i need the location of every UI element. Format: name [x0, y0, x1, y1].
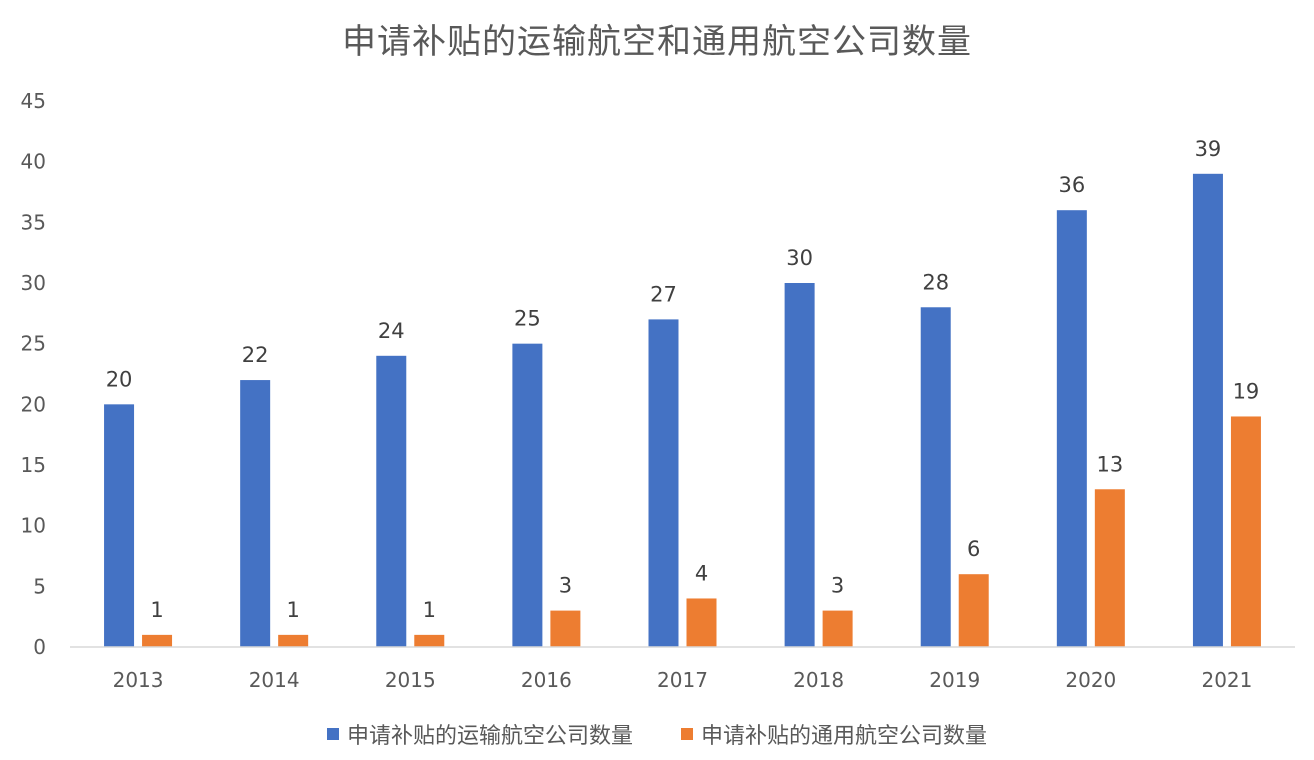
bars-group	[104, 173, 1261, 648]
y-tick-label-30: 30	[21, 271, 46, 295]
y-tick-label-5: 5	[33, 574, 46, 598]
bar-transport-2017	[648, 319, 679, 647]
bar-general-2021	[1230, 416, 1261, 647]
data-label-transport-2016: 25	[514, 307, 541, 331]
y-axis-tick-labels: 0 5 10 15 20 25 30 35 40 45	[21, 89, 46, 659]
x-tick-label-2013: 2013	[113, 668, 164, 692]
y-tick-label-25: 25	[21, 332, 46, 356]
bar-transport-2018	[784, 283, 815, 647]
bar-transport-2013	[104, 404, 135, 647]
bar-general-2013	[142, 634, 173, 647]
bar-transport-2016	[512, 343, 543, 647]
bar-transport-2014	[240, 380, 271, 647]
data-label-general-2018: 3	[831, 574, 844, 598]
bar-general-2018	[822, 610, 853, 647]
x-axis: 2013 2014 2015 2016 2017 2018 2019 2020 2021	[70, 646, 1295, 692]
bar-general-2015	[414, 634, 445, 647]
x-tick-label-2016: 2016	[521, 668, 572, 692]
legend-swatch-general	[681, 728, 693, 740]
data-label-transport-2018: 30	[786, 246, 813, 270]
data-label-general-2016: 3	[559, 574, 572, 598]
x-tick-label-2015: 2015	[385, 668, 436, 692]
data-labels-group: 20 1 22 1 24 1 25 3 27 4 30 3 28 6 36 13 39 19	[106, 137, 1260, 622]
x-tick-label-2014: 2014	[249, 668, 300, 692]
x-tick-label-2021: 2021	[1201, 668, 1252, 692]
data-label-transport-2015: 24	[378, 319, 405, 343]
legend-item-general: 申请补贴的通用航空公司数量	[681, 718, 987, 750]
y-tick-label-0: 0	[33, 635, 46, 659]
data-label-general-2013: 1	[150, 598, 163, 622]
y-tick-label-40: 40	[21, 150, 46, 174]
data-label-general-2014: 1	[286, 598, 299, 622]
data-label-transport-2017: 27	[650, 282, 677, 306]
data-label-transport-2019: 28	[922, 270, 949, 294]
bar-general-2016	[550, 610, 581, 647]
x-tick-label-2019: 2019	[929, 668, 980, 692]
bar-general-2020	[1094, 489, 1125, 647]
bar-transport-2020	[1056, 210, 1087, 647]
data-label-general-2020: 13	[1096, 452, 1123, 476]
y-tick-label-35: 35	[21, 210, 46, 234]
y-tick-label-20: 20	[21, 392, 46, 416]
legend-item-transport: 申请补贴的运输航空公司数量	[326, 718, 633, 750]
data-label-general-2021: 19	[1233, 379, 1260, 403]
y-tick-label-15: 15	[21, 453, 46, 477]
legend-label-general: 申请补贴的通用航空公司数量	[701, 724, 988, 749]
data-label-general-2017: 4	[695, 561, 708, 585]
data-label-general-2015: 1	[423, 598, 436, 622]
x-tick-label-2018: 2018	[793, 668, 844, 692]
data-label-general-2019: 6	[967, 537, 980, 561]
bar-transport-2019	[920, 307, 951, 647]
bar-transport-2021	[1192, 173, 1223, 648]
x-tick-label-2020: 2020	[1065, 668, 1116, 692]
data-label-transport-2020: 36	[1058, 173, 1085, 197]
data-label-transport-2013: 20	[106, 367, 133, 391]
y-tick-label-10: 10	[21, 514, 46, 538]
chart-title: 申请补贴的运输航空和通用航空公司数量	[342, 22, 972, 62]
y-tick-label-45: 45	[21, 89, 46, 113]
bar-general-2014	[278, 634, 309, 647]
data-label-transport-2014: 22	[242, 343, 269, 367]
legend: 申请补贴的运输航空公司数量 申请补贴的通用航空公司数量	[0, 718, 1314, 750]
bar-general-2017	[686, 598, 717, 647]
legend-swatch-transport	[326, 728, 339, 740]
data-label-transport-2021: 39	[1195, 137, 1222, 161]
x-tick-label-2017: 2017	[657, 668, 708, 692]
bar-general-2019	[958, 574, 989, 647]
bar-transport-2015	[376, 355, 407, 647]
legend-label-transport: 申请补贴的运输航空公司数量	[346, 724, 633, 749]
